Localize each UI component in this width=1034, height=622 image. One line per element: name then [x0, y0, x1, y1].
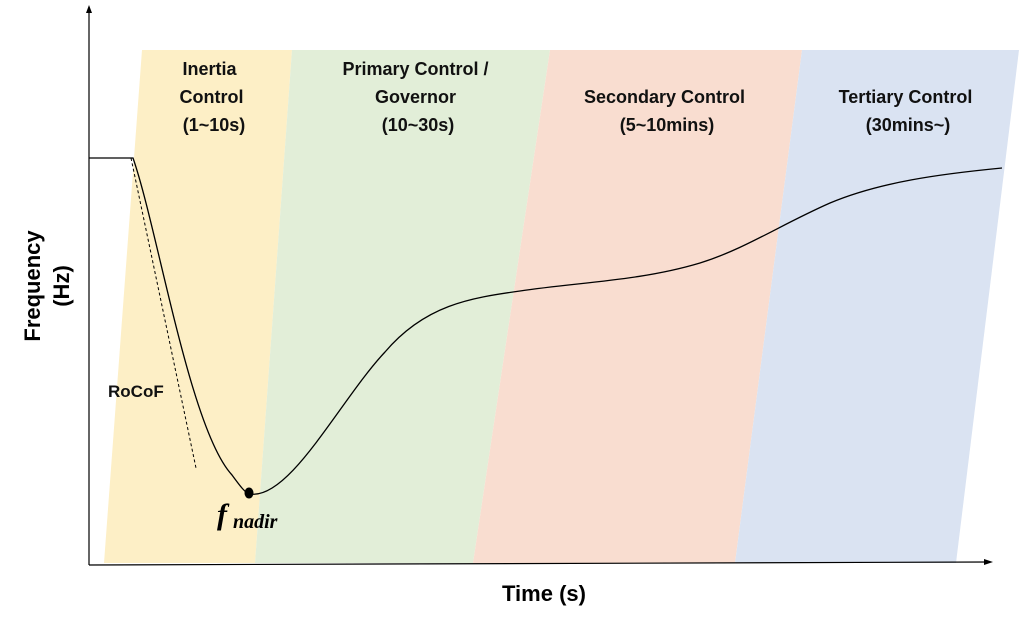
secondary-control-label: Secondary Control (5~10mins)	[584, 87, 750, 135]
nadir-point	[244, 487, 254, 499]
nadir-label: f nadir	[217, 498, 278, 533]
x-axis-title: Time (s)	[502, 581, 586, 606]
inertia-control-band	[104, 50, 292, 563]
x-axis-arrowhead	[984, 559, 993, 565]
tertiary-control-label: Tertiary Control (30mins~)	[839, 87, 978, 135]
secondary-control-band	[473, 50, 802, 563]
inertia-label: Inertia Control (1~10s)	[180, 59, 249, 135]
y-axis-arrowhead	[86, 5, 92, 13]
x-axis	[88, 559, 993, 566]
y-axis	[86, 5, 92, 565]
rocof-label: RoCoF	[108, 382, 164, 401]
primary-control-label: Primary Control / Governor (10~30s)	[342, 59, 493, 135]
frequency-curve	[89, 157, 1003, 495]
primary-control-band	[255, 50, 550, 563]
tertiary-control-band	[735, 50, 1019, 563]
y-axis-title: Frequency	[20, 230, 45, 342]
y-axis-unit: (Hz)	[49, 265, 74, 307]
